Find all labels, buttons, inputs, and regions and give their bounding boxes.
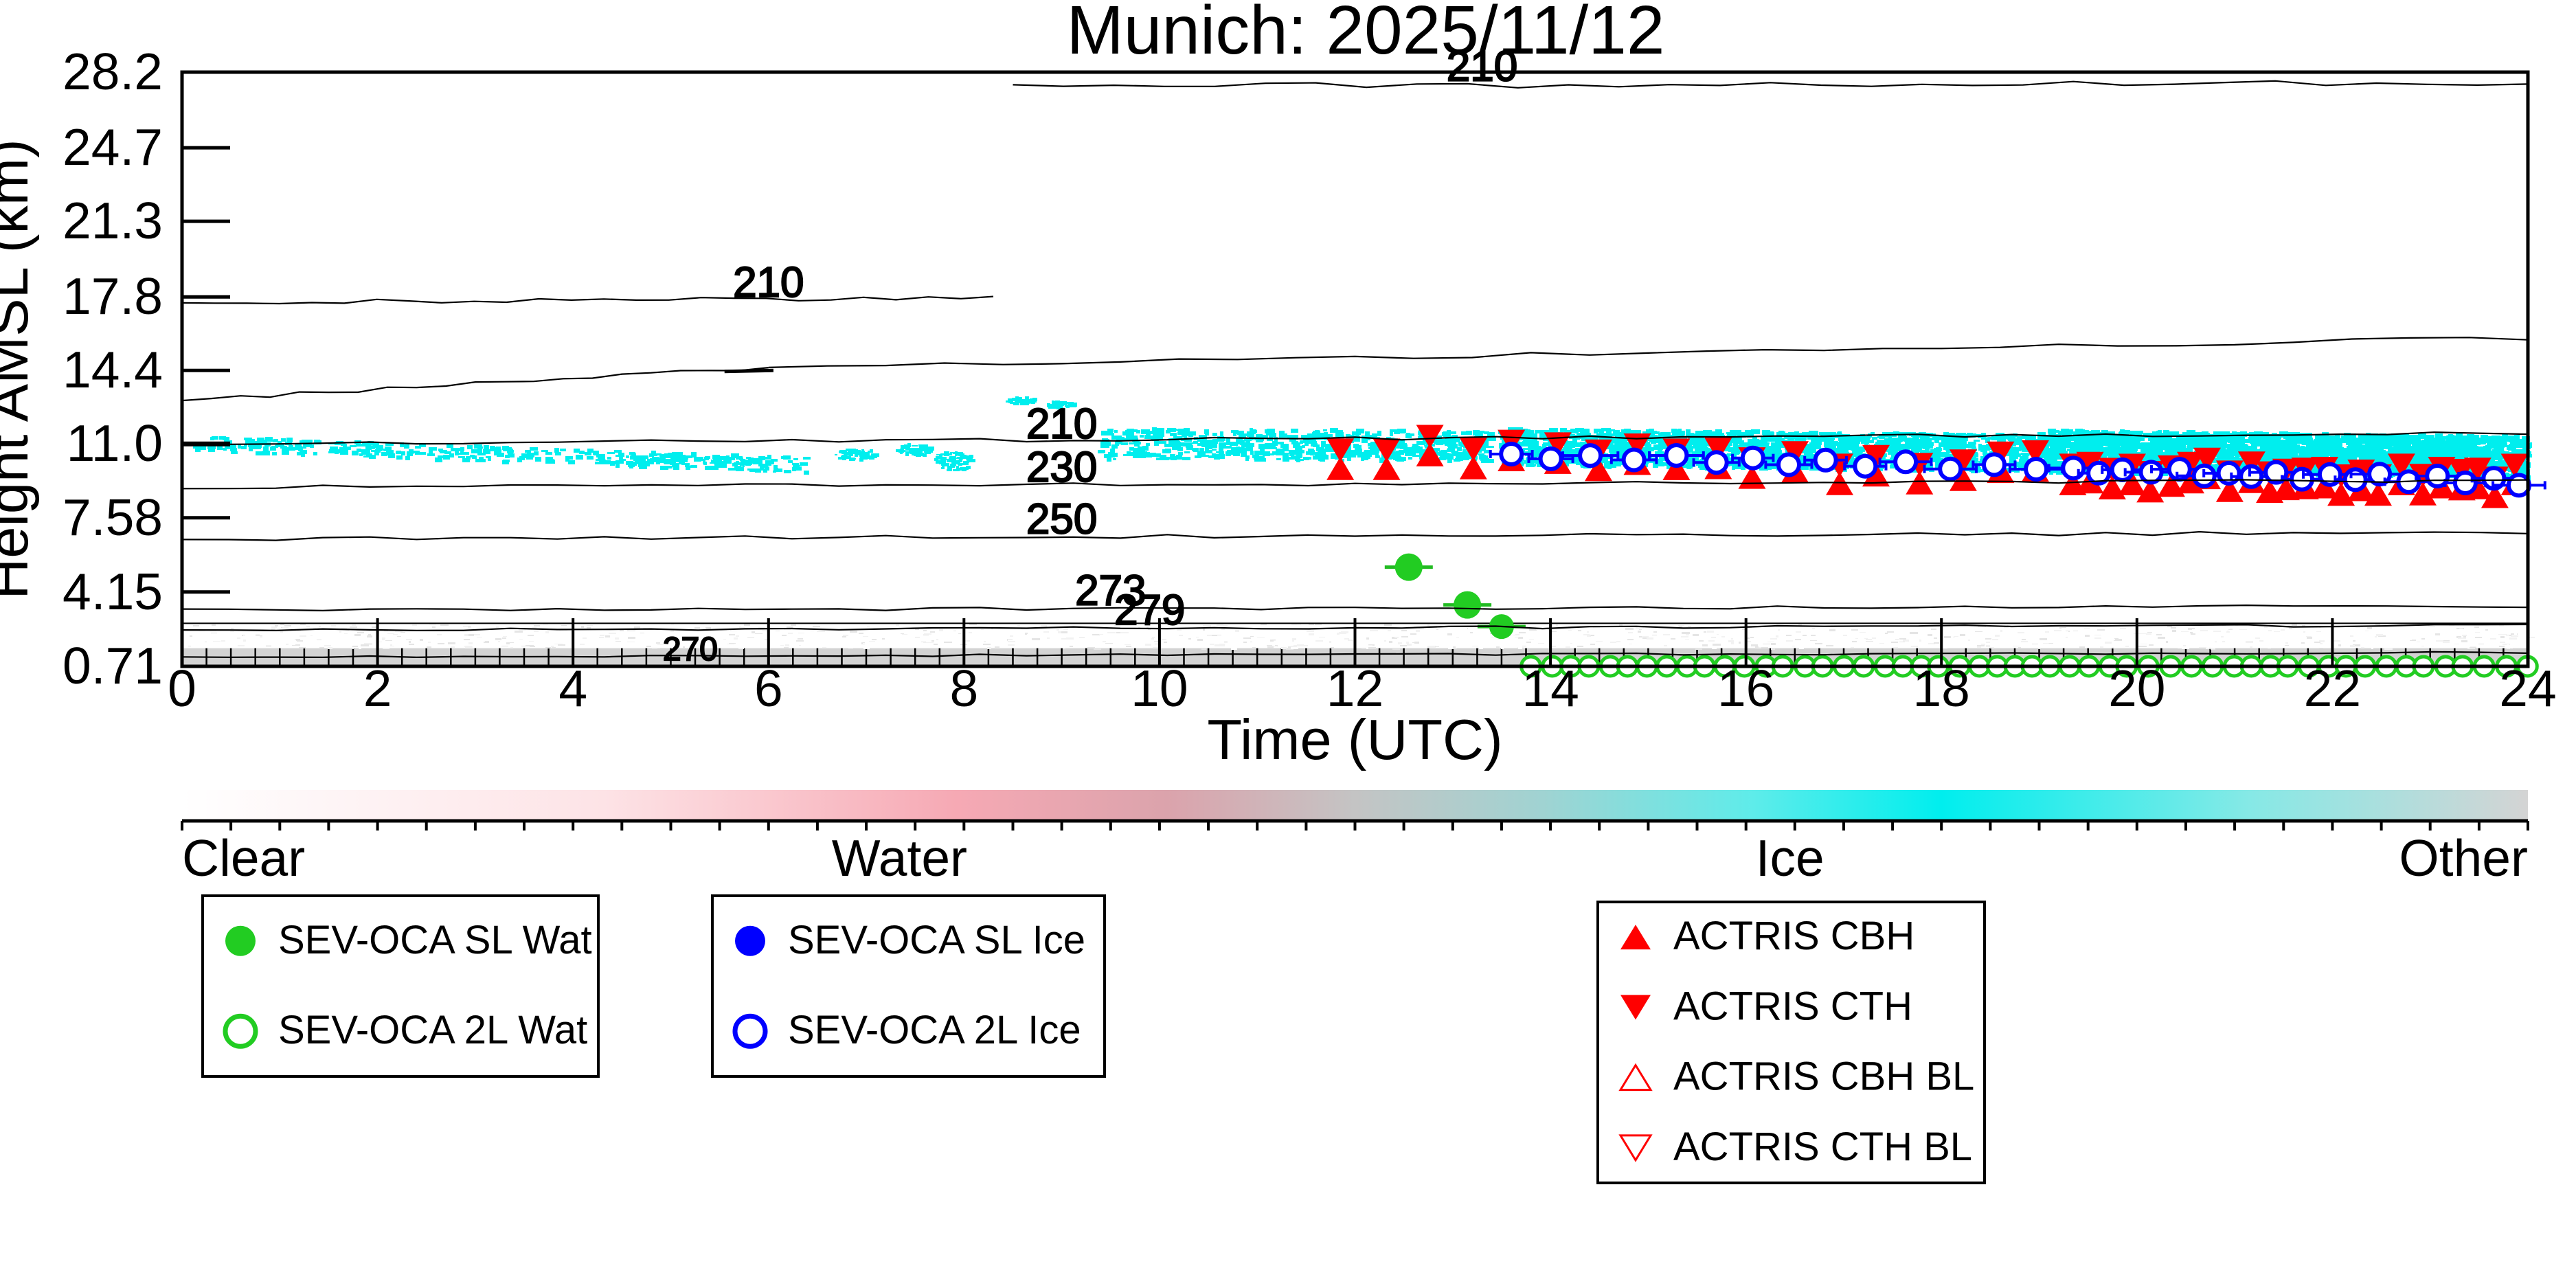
svg-text:210: 210	[733, 259, 804, 306]
svg-text:Munich: 2025/11/12: Munich: 2025/11/12	[1067, 0, 1665, 69]
svg-text:210: 210	[1447, 43, 1517, 91]
